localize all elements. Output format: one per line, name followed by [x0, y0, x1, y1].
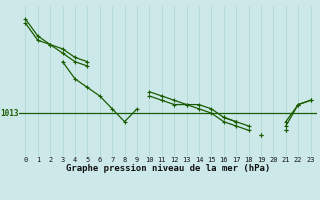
Text: 1013: 1013	[1, 109, 19, 118]
X-axis label: Graphe pression niveau de la mer (hPa): Graphe pression niveau de la mer (hPa)	[66, 164, 270, 173]
